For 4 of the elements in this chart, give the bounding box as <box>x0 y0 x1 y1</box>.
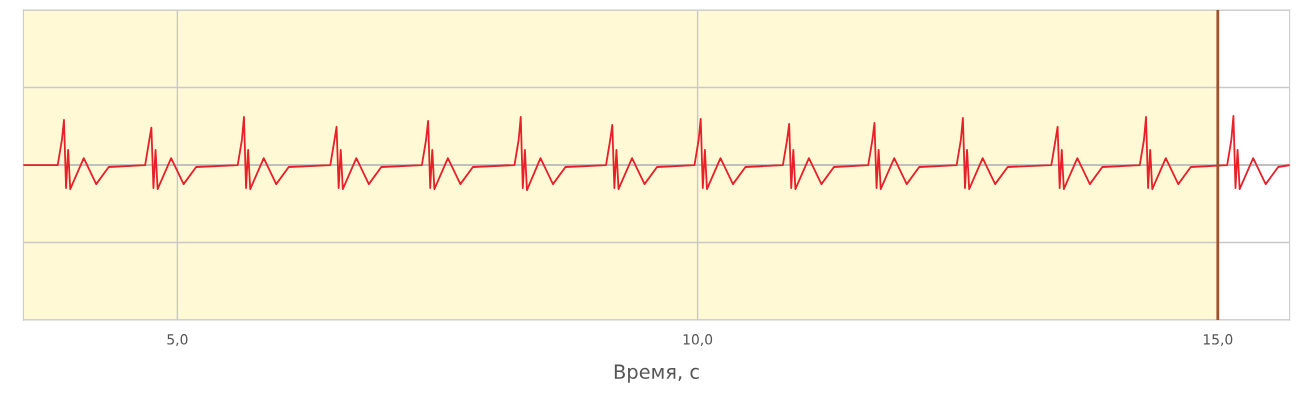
x-tick-label: 5,0 <box>167 334 188 347</box>
x-tick-label: 15,0 <box>1203 334 1233 347</box>
x-axis-title: Время, с <box>614 364 699 383</box>
x-tick-label: 10,0 <box>683 334 713 347</box>
